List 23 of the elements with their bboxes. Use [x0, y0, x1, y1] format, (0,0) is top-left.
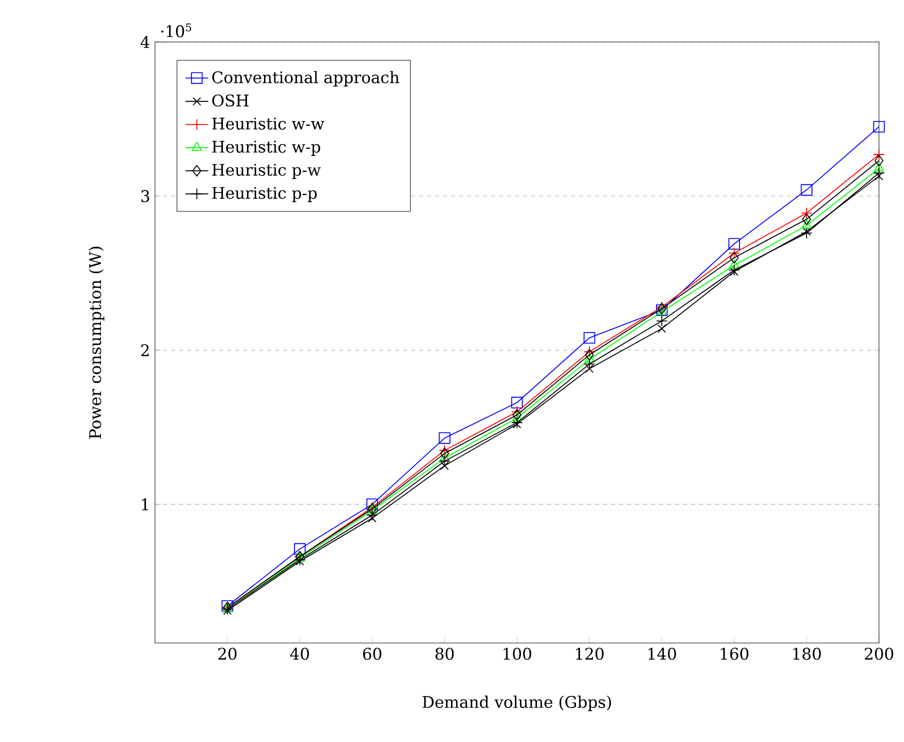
x-tick-label: 180 [793, 648, 821, 660]
legend-label: Heuristic w-p [212, 140, 320, 156]
x-axis-title: Demand volume (Gbps) [422, 696, 611, 712]
legend-label: Heuristic p-w [212, 164, 321, 179]
x-tick-label: 100 [504, 648, 532, 660]
x-tick-label: 120 [576, 648, 604, 660]
legend-label: Heuristic w-w [212, 118, 324, 130]
x-tick-label: 160 [720, 648, 748, 660]
x-tick-label: 40 [290, 648, 309, 660]
legend-label: Conventional approach [212, 70, 400, 86]
y-tick-label: 1 [142, 498, 148, 510]
y-tick-label: 3 [141, 190, 150, 202]
y-tick-label: 2 [141, 344, 149, 356]
y-tick-label: 4 [140, 36, 150, 48]
x-tick-label: 80 [435, 648, 454, 660]
x-tick-label: 200 [864, 648, 894, 660]
x-tick-label: 60 [363, 648, 382, 660]
x-tick-label: 20 [218, 648, 237, 660]
x-tick-label: 140 [648, 648, 676, 660]
legend-label: Heuristic p-p [212, 186, 317, 202]
text: ·10$^{5}$ [161, 23, 192, 38]
y-axis-title: Power consumption (W) [88, 246, 104, 439]
legend-label: OSH [212, 94, 249, 107]
